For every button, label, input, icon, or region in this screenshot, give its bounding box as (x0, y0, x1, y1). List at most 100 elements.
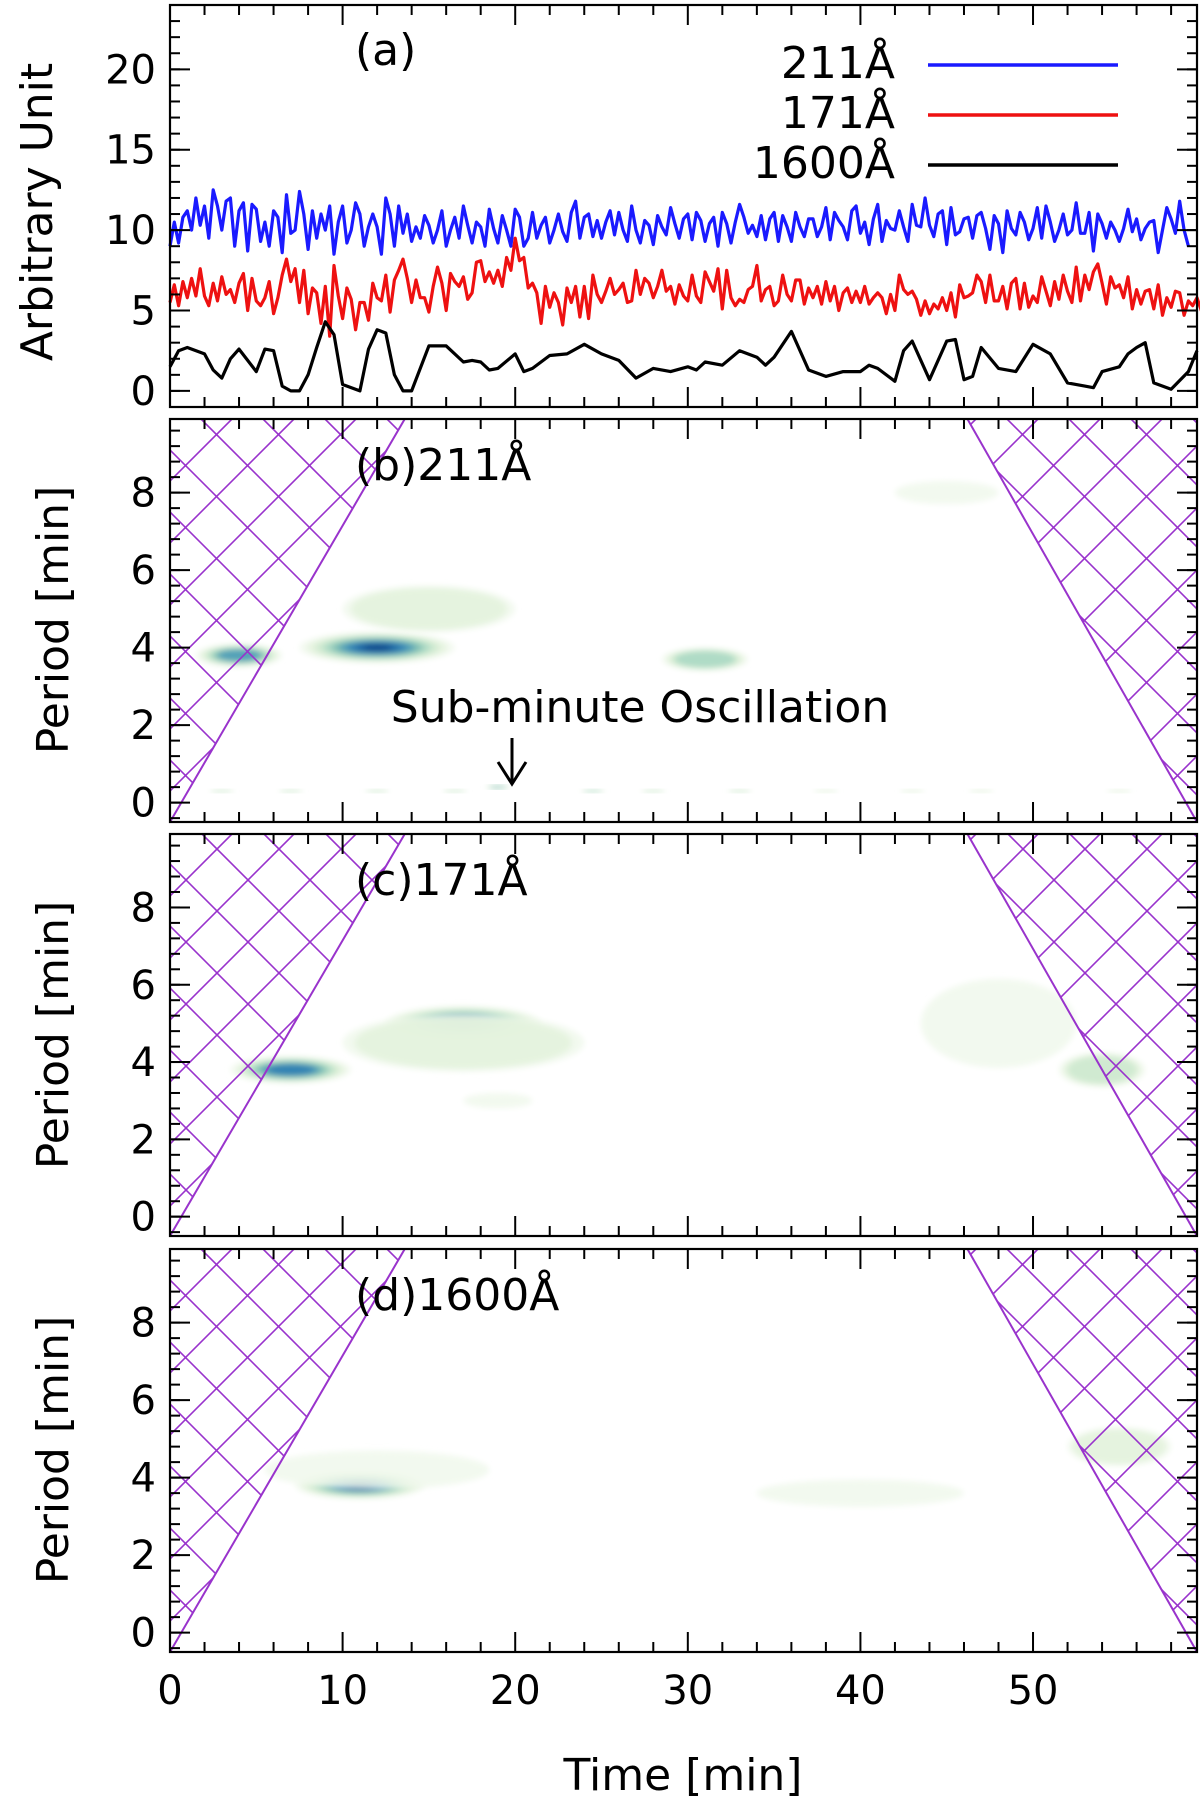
coi-edge-left (169, 1248, 406, 1653)
panel-d-ylabel: Period [min] (28, 1316, 79, 1585)
panel-b-label: (b)211Å (355, 438, 531, 491)
power-contour (280, 789, 302, 793)
power-contour (675, 651, 735, 668)
panel-b-ylabel: Period [min] (28, 486, 79, 755)
panel-b-power-map (195, 481, 1133, 793)
power-region (299, 632, 455, 664)
power-region (264, 1450, 490, 1490)
power-region (463, 1093, 533, 1109)
hatch-line (170, 834, 357, 1236)
power-region (726, 789, 753, 793)
hatch-line (1068, 419, 1197, 822)
panel-d-label: (d)1600Å (355, 1268, 559, 1321)
power-contour (264, 1450, 490, 1490)
x-tick-label: 10 (317, 1668, 368, 1714)
hatch-line (820, 419, 1197, 822)
power-contour (444, 789, 466, 793)
power-contour (211, 789, 233, 793)
hatch-line (1006, 1249, 1197, 1652)
hatch-line (1068, 1249, 1197, 1652)
y-tick-label: 8 (131, 885, 156, 931)
y-tick-label: 8 (131, 1301, 156, 1347)
panel-d-wavelet-1600: 0 2 4 6 8 0 10 20 30 40 50 (d)1600Å Period [min] T… (28, 1247, 1199, 1801)
coi-edge-left (169, 833, 406, 1237)
power-region (756, 1479, 965, 1507)
hatch-line (170, 1249, 419, 1652)
hatch-line (696, 419, 1101, 822)
power-contour (583, 789, 602, 793)
hatch-line (634, 419, 1039, 822)
y-tick-label: 0 (131, 1611, 156, 1657)
hatch-line (170, 419, 419, 822)
hatch-line (572, 419, 977, 822)
panel-a-ticks: 0 5 10 15 20 (105, 4, 1197, 415)
hatch-line (510, 419, 915, 822)
power-contour (894, 481, 999, 505)
y-tick-label: 15 (105, 128, 156, 174)
panel-c-ylabel: Period [min] (28, 901, 79, 1170)
panel-a-series-group (168, 188, 1200, 393)
y-tick-label: 8 (131, 471, 156, 517)
panel-c-ticks: 0 2 4 6 8 (131, 834, 1197, 1241)
power-region (342, 1013, 585, 1072)
x-tick-label: 50 (1008, 1668, 1059, 1714)
power-contour (920, 978, 1077, 1068)
hatch-line (758, 419, 1163, 822)
hatch-line (1069, 834, 1197, 1236)
hatch-line (170, 834, 295, 1236)
power-region (894, 481, 999, 505)
panel-c-power-map (230, 978, 1146, 1109)
sub-minute-annotation: Sub-minute Oscillation (391, 682, 889, 733)
y-tick-label: 4 (131, 1456, 156, 1502)
hatch-line (820, 419, 1197, 822)
power-region (208, 789, 235, 793)
hatch-line (1006, 419, 1197, 822)
power-region (277, 789, 304, 793)
hatch-line (170, 834, 419, 1236)
annotation-arrow (496, 738, 528, 787)
x-tick-label: 20 (490, 1668, 541, 1714)
panel-d-power-map (264, 1427, 1172, 1507)
series-line-171 (168, 236, 1200, 338)
power-contour (900, 789, 924, 793)
panel-a-label: (a) (355, 25, 416, 76)
power-region (580, 789, 606, 793)
y-tick-label: 10 (105, 208, 156, 254)
hatch-line (696, 1249, 1101, 1652)
panel-c-frame (168, 832, 1199, 1238)
hatch-line (510, 1249, 915, 1652)
power-contour (1107, 789, 1131, 793)
y-tick-label: 2 (131, 1117, 156, 1163)
legend-label-171: 171Å (781, 86, 895, 139)
series-line-1600 (168, 320, 1199, 393)
hatch-line (1068, 419, 1197, 822)
power-region (230, 1056, 352, 1084)
legend-label-1600: 1600Å (753, 136, 895, 189)
power-region (899, 789, 926, 793)
hatch-line (170, 419, 295, 822)
y-tick-label: 2 (131, 703, 156, 749)
power-contour (814, 789, 838, 793)
power-region (485, 785, 511, 789)
panel-d-frame (168, 1247, 1199, 1654)
hatch-line (170, 1249, 295, 1652)
y-tick-label: 6 (131, 963, 156, 1009)
hatch-line (572, 419, 977, 822)
power-region (342, 585, 516, 633)
panel-b-cone-of-influence (169, 418, 1198, 823)
hatch-line (510, 1249, 915, 1652)
panel-d-ticks: 0 2 4 6 8 0 10 20 30 40 50 (131, 1249, 1197, 1714)
y-tick-label: 6 (131, 1378, 156, 1424)
panel-c-wavelet-171: 0 2 4 6 8 (c)171Å Period [min] (28, 832, 1199, 1241)
power-contour (362, 644, 392, 651)
power-contour (354, 1016, 572, 1069)
hatch-line (882, 419, 1197, 822)
hatch-line (572, 1249, 977, 1652)
power-region (364, 789, 390, 793)
x-tick-label: 30 (662, 1668, 713, 1714)
hatch-line (510, 419, 915, 822)
power-region (640, 789, 667, 793)
panel-a-lightcurves: 0 5 10 15 20 (a) Arbitrary Unit 211Å 171Å 16… (12, 3, 1200, 415)
power-contour (351, 588, 507, 630)
panel-d-cone-of-influence (169, 1248, 1198, 1653)
